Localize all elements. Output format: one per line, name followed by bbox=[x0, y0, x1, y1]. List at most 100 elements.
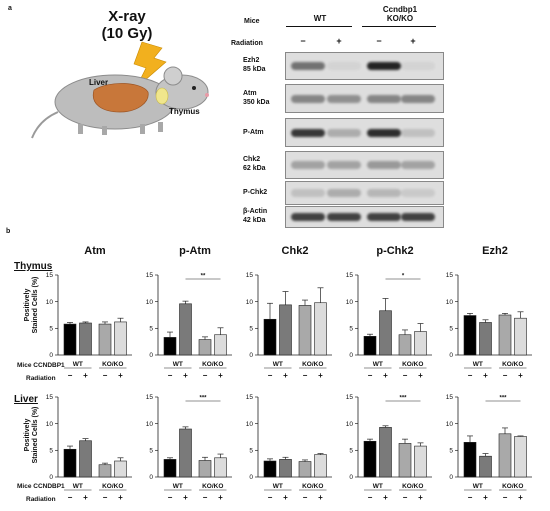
blot-label: P-Chk2 bbox=[243, 188, 267, 197]
bar bbox=[114, 321, 127, 356]
blot-protein-name: P-Chk2 bbox=[243, 189, 268, 196]
blot-band bbox=[401, 128, 435, 137]
group-label-wt: WT bbox=[473, 483, 483, 490]
radiation-lane3: − bbox=[376, 36, 382, 46]
blot-protein-name: P-Atm bbox=[243, 128, 264, 136]
y-tick-label: 10 bbox=[146, 299, 154, 306]
blot-strip bbox=[285, 151, 444, 179]
blot-band bbox=[327, 213, 361, 221]
y-tick-label: 0 bbox=[149, 474, 153, 481]
thymus-organ bbox=[155, 87, 169, 105]
blot-strip bbox=[285, 181, 444, 205]
column-title-ezh2: Ezh2 bbox=[482, 245, 508, 257]
y-tick-label: 10 bbox=[446, 299, 454, 306]
wt-underline bbox=[286, 26, 352, 27]
panel-a-letter: a bbox=[8, 5, 12, 12]
bar bbox=[98, 323, 112, 356]
radiation-sign: − bbox=[468, 371, 473, 380]
bar bbox=[479, 322, 492, 356]
radiation-label-liver: Radiation bbox=[26, 496, 56, 503]
y-tick-label: 15 bbox=[446, 272, 454, 279]
xray-dose-line2: (10 Gy) bbox=[101, 25, 153, 42]
mouse-ear bbox=[163, 66, 183, 86]
y-tick-label: 10 bbox=[46, 421, 54, 428]
group-label-wt: WT bbox=[373, 483, 383, 490]
blot-protein-name: Atm bbox=[243, 89, 257, 97]
blot-band bbox=[291, 189, 325, 197]
bar bbox=[379, 427, 392, 478]
blot-label: β-Actin 42 kDa bbox=[243, 207, 267, 225]
y-tick-label: 5 bbox=[49, 326, 53, 333]
radiation-sign: − bbox=[368, 371, 373, 380]
radiation-sign: − bbox=[268, 371, 273, 380]
y-tick-label: 5 bbox=[449, 448, 453, 455]
y-tick-label: 15 bbox=[246, 394, 254, 401]
radiation-sign: − bbox=[503, 493, 508, 502]
significance-marker: ** bbox=[201, 274, 206, 280]
radiation-sign: + bbox=[283, 371, 288, 380]
bar bbox=[498, 314, 512, 356]
group-label-ko: KO/KO bbox=[102, 483, 123, 490]
radiation-sign: − bbox=[468, 493, 473, 502]
group-label-wt: WT bbox=[273, 483, 283, 490]
bar bbox=[263, 318, 277, 356]
radiation-sign: + bbox=[118, 493, 123, 502]
bar bbox=[298, 305, 312, 356]
radiation-sign: − bbox=[68, 371, 73, 380]
bar bbox=[479, 455, 492, 478]
y-tick-label: 0 bbox=[449, 352, 453, 359]
thymus-label: Thymus bbox=[169, 107, 200, 116]
bar bbox=[63, 448, 77, 478]
group-label-wt: WT bbox=[73, 483, 83, 490]
y-tick-label: 5 bbox=[49, 448, 53, 455]
radiation-sign: + bbox=[518, 371, 523, 380]
bar bbox=[198, 339, 212, 356]
bar bbox=[514, 436, 527, 478]
blot-band bbox=[291, 213, 325, 221]
significance-marker: *** bbox=[499, 396, 507, 402]
bar bbox=[63, 323, 77, 356]
xray-title-line1: X-ray bbox=[108, 8, 146, 25]
bar bbox=[463, 315, 477, 356]
radiation-sign: − bbox=[203, 371, 208, 380]
lightning-bolt-icon bbox=[133, 41, 167, 89]
radiation-sign: + bbox=[83, 493, 88, 502]
bar bbox=[179, 303, 192, 356]
radiation-sign: + bbox=[83, 371, 88, 380]
radiation-sign: − bbox=[368, 493, 373, 502]
y-tick-label: 15 bbox=[446, 394, 454, 401]
blot-band bbox=[327, 94, 361, 103]
bar bbox=[198, 460, 212, 478]
significance-marker: * bbox=[402, 274, 405, 280]
wt-header: WT bbox=[313, 14, 327, 23]
blot-band bbox=[401, 213, 435, 221]
mouse-leg bbox=[102, 126, 107, 135]
radiation-sign: + bbox=[218, 371, 223, 380]
bar bbox=[298, 461, 312, 478]
group-label-ko: KO/KO bbox=[502, 361, 523, 368]
mouse-leg bbox=[140, 124, 145, 134]
y-tick-label: 0 bbox=[249, 352, 253, 359]
column-title-chk2: Chk2 bbox=[281, 245, 309, 257]
blot-band bbox=[367, 161, 401, 169]
y-tick-label: 15 bbox=[146, 272, 154, 279]
bar bbox=[363, 336, 377, 356]
ko-header: Ccndbp1 KO/KO bbox=[370, 5, 430, 23]
blot-band bbox=[327, 161, 361, 169]
y-tick-label: 0 bbox=[149, 352, 153, 359]
bar bbox=[514, 317, 527, 356]
blot-band bbox=[327, 62, 361, 70]
radiation-sign: + bbox=[218, 493, 223, 502]
blot-strip bbox=[285, 206, 444, 228]
bar bbox=[314, 302, 327, 356]
radiation-lane2: + bbox=[336, 36, 342, 46]
blot-molecular-weight: 85 kDa bbox=[243, 66, 266, 73]
y-tick-label: 15 bbox=[146, 394, 154, 401]
radiation-sign: + bbox=[383, 493, 388, 502]
radiation-lane1: − bbox=[300, 36, 306, 46]
group-label-wt: WT bbox=[73, 361, 83, 368]
significance-marker: *** bbox=[399, 396, 407, 402]
bar bbox=[414, 445, 427, 478]
blot-molecular-weight: 62 kDa bbox=[243, 165, 266, 172]
blot-band bbox=[367, 189, 401, 197]
